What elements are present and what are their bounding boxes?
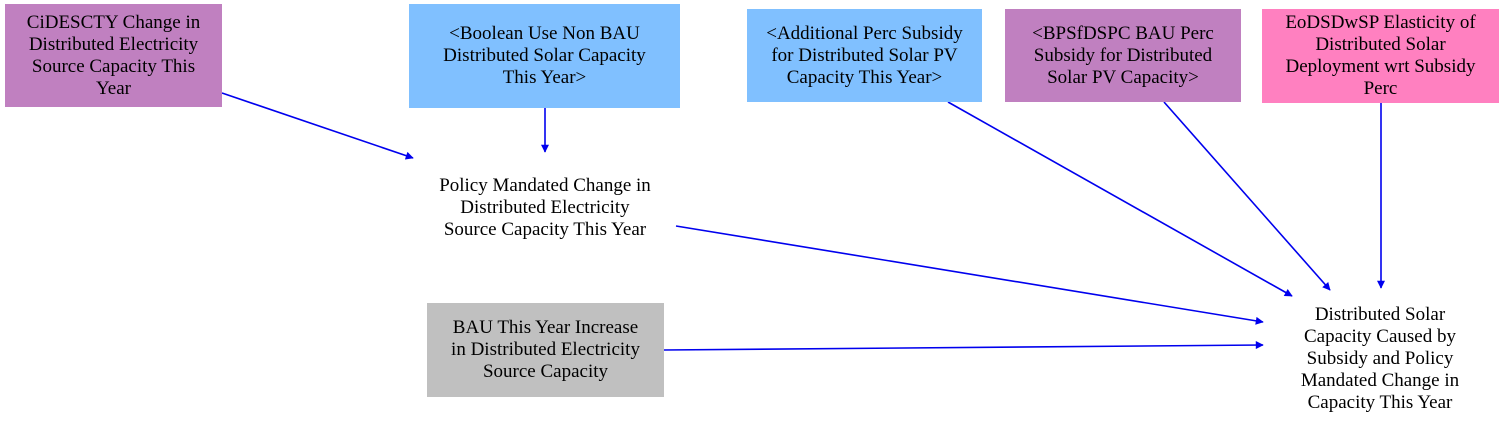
node-boolean-use: <Boolean Use Non BAU Distributed Solar C… [409, 4, 680, 108]
node-policy-mandated: Policy Mandated Change in Distributed El… [412, 170, 678, 246]
node-boolean-use-label: <Boolean Use Non BAU Distributed Solar C… [443, 23, 646, 88]
node-cidescty: CiDESCTY Change in Distributed Electrici… [5, 4, 222, 107]
node-distributed-solar: Distributed Solar Capacity Caused by Sub… [1262, 300, 1498, 418]
edge-policy-to-solar [675, 225, 1264, 325]
node-eodsdwsp: EoDSDwSP Elasticity of Distributed Solar… [1262, 9, 1499, 103]
node-bau-increase-label: BAU This Year Increase in Distributed El… [451, 317, 640, 382]
node-bpsfdspc-label: <BPSfDSPC BAU Perc Subsidy for Distribut… [1032, 22, 1214, 88]
node-additional-perc-label: <Additional Perc Subsidy for Distributed… [766, 22, 963, 88]
edge-additional-to-solar [947, 101, 1293, 297]
node-cidescty-label: CiDESCTY Change in Distributed Electrici… [26, 11, 201, 99]
node-bpsfdspc: <BPSfDSPC BAU Perc Subsidy for Distribut… [1005, 9, 1241, 102]
node-policy-mandated-label: Policy Mandated Change in Distributed El… [439, 175, 651, 240]
edge-bau-to-solar [663, 341, 1264, 351]
node-additional-perc: <Additional Perc Subsidy for Distributed… [747, 9, 982, 102]
node-bau-increase: BAU This Year Increase in Distributed El… [427, 303, 664, 397]
node-eodsdwsp-label: EoDSDwSP Elasticity of Distributed Solar… [1285, 12, 1476, 99]
edge-bpsfdspc-to-solar [1163, 101, 1331, 291]
edge-cidescty-to-policy [221, 92, 414, 160]
node-distributed-solar-label: Distributed Solar Capacity Caused by Sub… [1300, 304, 1460, 413]
